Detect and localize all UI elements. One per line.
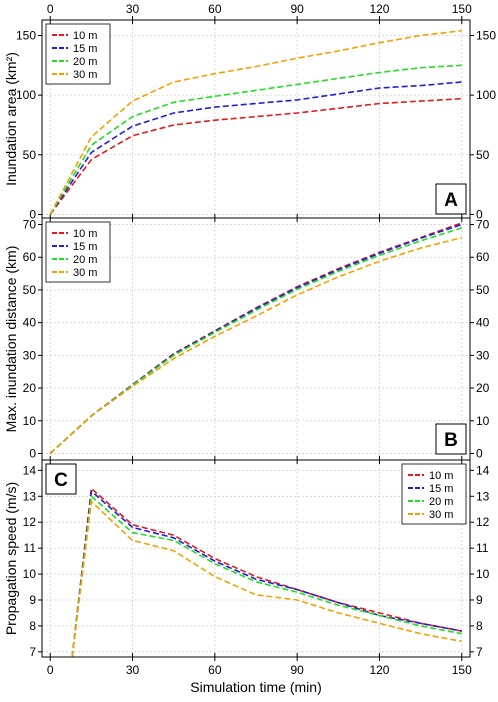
- y-tick-label-right: 0: [476, 446, 483, 460]
- series-line-30m: [71, 499, 462, 657]
- y-tick-label-left: 14: [23, 463, 37, 477]
- series-line-30m: [49, 236, 462, 455]
- y-tick-label-right: 50: [476, 283, 490, 297]
- panel-letter: A: [444, 190, 458, 211]
- legend-label: 15 m: [73, 241, 97, 253]
- y-tick-label-right: 10: [476, 567, 490, 581]
- legend-label: 15 m: [73, 43, 97, 55]
- panel-letter-box: [435, 183, 467, 215]
- x-tick-label-bottom: 30: [126, 663, 140, 677]
- y-tick-label-left: 50: [23, 148, 37, 162]
- x-tick-label-top: 60: [208, 2, 222, 16]
- top-x-tick-labels: 0 30 60 90 120 150: [47, 2, 472, 20]
- x-tick-label-bottom: 90: [290, 663, 304, 677]
- legend-label: 30 m: [429, 509, 453, 521]
- legend-label: 30 m: [73, 69, 97, 81]
- legend-label: 20 m: [429, 496, 453, 508]
- x-axis-label: Simulation time (min): [190, 679, 321, 695]
- x-tick-label-bottom: 120: [369, 663, 389, 677]
- series-line-20m: [49, 64, 462, 215]
- y-tick-label-right: 10: [476, 414, 490, 428]
- legend-label: 20 m: [73, 254, 97, 266]
- panel-c: 7 7 8 8 9 9 10 10 11 11 12 12 13 13 14 14 Propagation sp…: [3, 459, 490, 659]
- y-tick-label-right: 50: [476, 148, 490, 162]
- series-line-20m: [71, 494, 462, 657]
- legend-label: 10 m: [73, 30, 97, 42]
- series-line-10m: [49, 97, 462, 215]
- y-tick-label-left: 8: [29, 619, 36, 633]
- y-axis-label: Inundation area (km²): [3, 52, 19, 186]
- y-tick-label-left: 0: [29, 207, 36, 221]
- y-tick-label-right: 40: [476, 316, 490, 330]
- y-tick-label-left: 100: [16, 88, 36, 102]
- legend: 10 m15 m20 m30 m: [45, 23, 111, 85]
- series-line-15m: [49, 81, 462, 215]
- y-tick-label-right: 9: [476, 593, 483, 607]
- panel-letter-box: [435, 423, 467, 455]
- legend-label: 20 m: [73, 56, 97, 68]
- y-tick-label-left: 7: [29, 645, 36, 659]
- legend-label: 10 m: [429, 470, 453, 482]
- y-tick-label-right: 12: [476, 515, 490, 529]
- y-tick-label-left: 150: [16, 29, 36, 43]
- y-tick-label-right: 30: [476, 348, 490, 362]
- y-tick-label-right: 7: [476, 645, 483, 659]
- x-tick-label-bottom: 0: [47, 663, 54, 677]
- x-tick-label-bottom: 60: [208, 663, 222, 677]
- y-axis-label: Max. inundation distance (km): [3, 246, 19, 433]
- bottom-x-tick-labels: 0 30 60 90 120 150: [47, 657, 472, 677]
- y-tick-label-right: 100: [476, 88, 496, 102]
- series-line-15m: [49, 223, 463, 455]
- series-lines: [71, 486, 462, 657]
- y-tick-label-left: 10: [23, 414, 37, 428]
- panel-frame: [41, 459, 471, 658]
- panel-b: 0 0 10 10 20 20 30 30 40 40 50 50 60 60 70 70 Max. inund…: [3, 217, 490, 461]
- legend-label: 15 m: [429, 483, 453, 495]
- panel-a: 0 0 50 50 100 100 150 150 Inundation area (km²) 1…: [3, 19, 496, 221]
- y-tick-label-right: 70: [476, 218, 490, 232]
- y-tick-label-left: 40: [23, 316, 37, 330]
- y-tick-label-right: 11: [476, 541, 489, 555]
- y-tick-label-right: 8: [476, 619, 483, 633]
- x-tick-label-top: 0: [47, 2, 54, 16]
- y-tick-label-left: 12: [23, 515, 37, 529]
- series-lines: [49, 29, 462, 215]
- x-tick-label-top: 150: [452, 2, 472, 16]
- panel-letter: C: [54, 470, 68, 491]
- y-tick-label-left: 30: [23, 348, 37, 362]
- legend: 10 m15 m20 m30 m: [401, 463, 467, 525]
- legend-label: 30 m: [73, 267, 97, 279]
- x-tick-label-bottom: 150: [452, 663, 472, 677]
- y-tick-label-right: 14: [476, 463, 490, 477]
- y-tick-label-left: 13: [23, 489, 37, 503]
- x-tick-label-top: 30: [126, 2, 140, 16]
- y-tick-label-right: 20: [476, 381, 490, 395]
- y-tick-label-right: 60: [476, 250, 490, 264]
- series-line-30m: [49, 29, 462, 215]
- y-tick-label-left: 0: [29, 446, 36, 460]
- panel-letter: B: [444, 430, 458, 451]
- y-tick-label-right: 13: [476, 489, 490, 503]
- series-line-15m: [71, 489, 462, 657]
- legend: 10 m15 m20 m30 m: [45, 221, 111, 283]
- series-line-20m: [49, 227, 463, 455]
- y-axis-label: Propagation speed (m/s): [3, 482, 19, 635]
- y-tick-label-left: 10: [23, 567, 37, 581]
- y-tick-label-right: 0: [476, 207, 483, 221]
- legend-label: 10 m: [73, 228, 97, 240]
- x-tick-label-top: 120: [369, 2, 389, 16]
- y-tick-label-left: 20: [23, 381, 37, 395]
- y-tick-label-right: 150: [476, 29, 496, 43]
- y-tick-label-left: 50: [23, 283, 37, 297]
- series-lines: [49, 222, 463, 455]
- y-tick-label-left: 9: [29, 593, 36, 607]
- y-tick-label-left: 70: [23, 218, 37, 232]
- x-tick-label-top: 90: [290, 2, 304, 16]
- y-tick-label-left: 11: [24, 541, 37, 555]
- panel-letter-box: [45, 463, 77, 495]
- y-tick-label-left: 60: [23, 250, 37, 264]
